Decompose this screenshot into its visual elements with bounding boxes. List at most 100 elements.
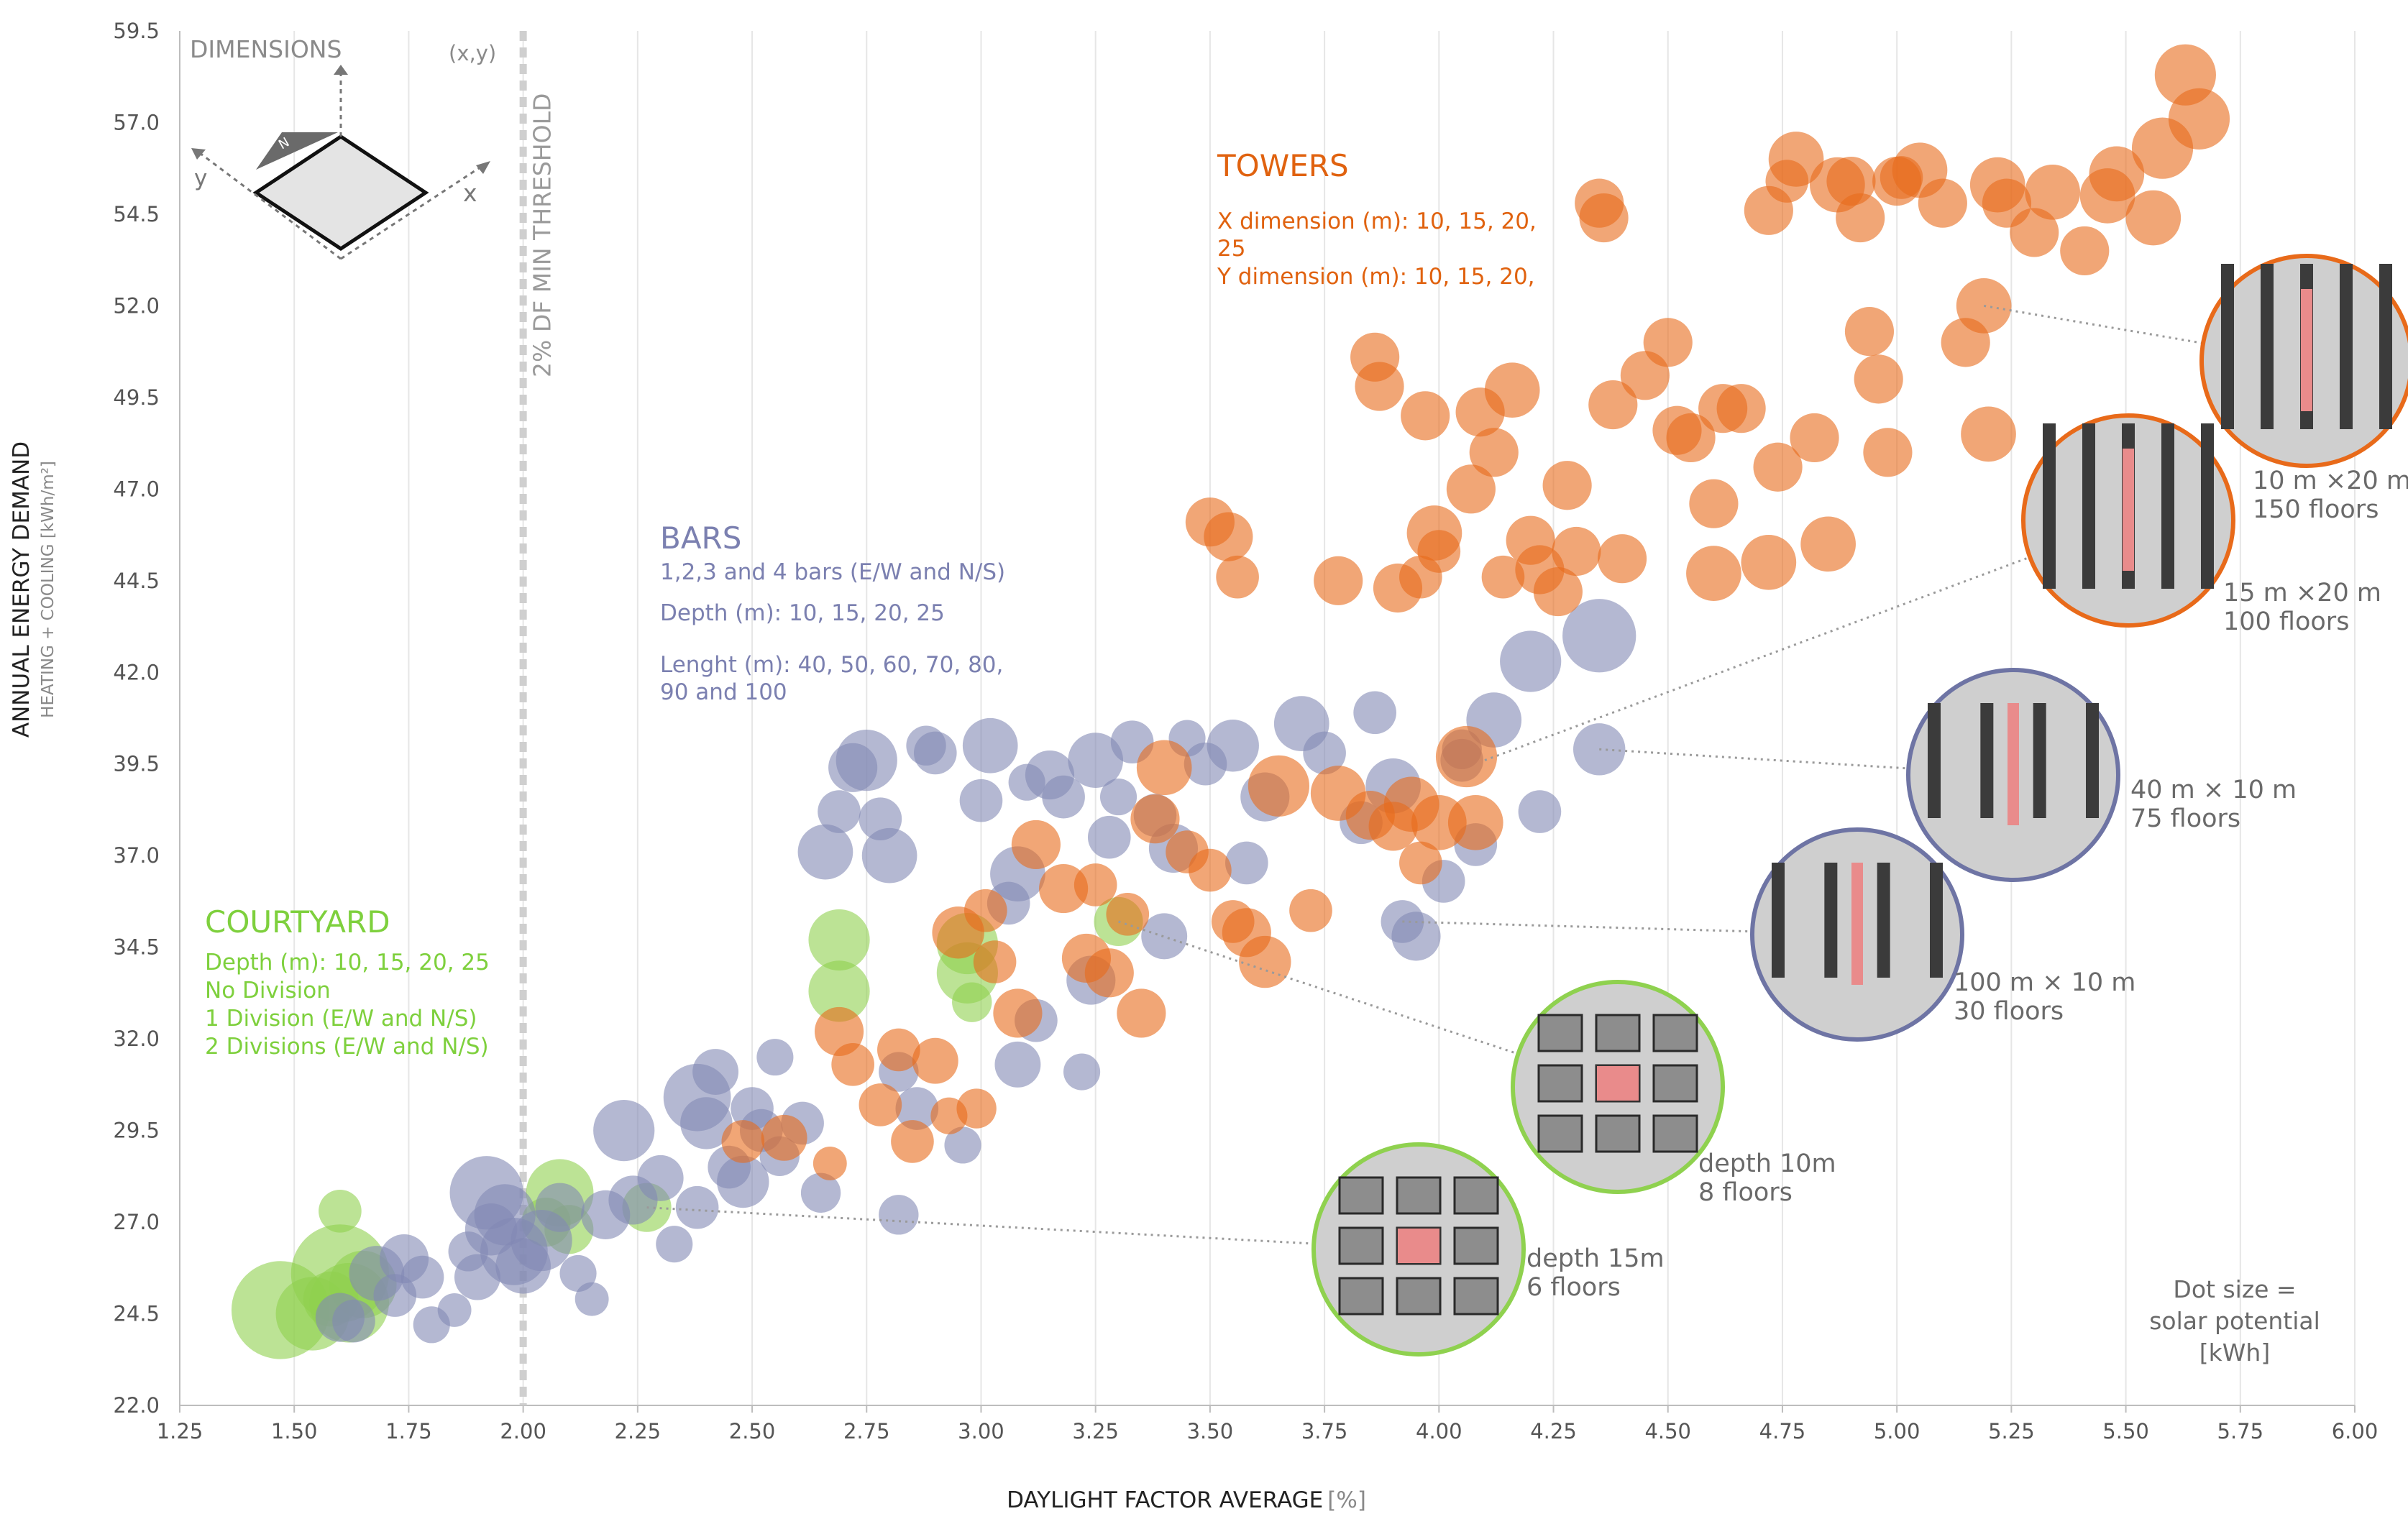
callout-floors-label: 75 floors <box>2130 804 2240 833</box>
point-bars <box>800 1172 841 1213</box>
point-towers <box>1768 132 1824 187</box>
point-towers <box>1552 526 1601 577</box>
massing-block <box>2379 264 2392 429</box>
point-towers <box>1289 889 1332 932</box>
point-towers <box>1689 479 1739 528</box>
data-points <box>231 44 2230 1359</box>
courtyard-block <box>1453 1226 1499 1265</box>
selected-block <box>2301 289 2312 411</box>
legend-towers-line: Y dimension (m): 10, 15, 20, <box>1217 264 1535 290</box>
point-towers <box>1918 178 1967 228</box>
callout-leader <box>1402 920 1858 936</box>
x-axis-title-text: DAYLIGHT FACTOR AVERAGE <box>1007 1487 1323 1513</box>
point-towers <box>831 1043 874 1086</box>
point-towers <box>1130 794 1180 844</box>
point-towers <box>1204 512 1253 561</box>
courtyard-block <box>1396 1176 1442 1215</box>
point-towers <box>1826 156 1876 206</box>
point-towers <box>2010 208 2059 257</box>
courtyard-block <box>1537 1114 1583 1153</box>
courtyard-block <box>1652 1114 1698 1153</box>
point-towers <box>1435 725 1498 788</box>
x-axis-ticks: 1.25 1.50 1.75 2.00 2.25 2.50 2.75 3.00 3.25 3.50… <box>157 1405 2378 1443</box>
callout-floors-label: 30 floors <box>1954 997 2064 1026</box>
point-towers <box>1136 740 1192 796</box>
y-tick-label: 47.0 <box>113 477 160 501</box>
point-towers <box>2089 146 2145 202</box>
point-bars <box>1063 1053 1101 1091</box>
legend-towers: TOWERS X dimension (m): 10, 15, 20, 25 Y… <box>1217 148 1537 290</box>
point-towers <box>1084 948 1134 998</box>
x-tick-label: 5.75 <box>2217 1419 2264 1443</box>
point-towers <box>2060 226 2110 276</box>
point-towers <box>1597 534 1647 584</box>
point-towers <box>2125 190 2182 246</box>
legend-courtyard-line: Depth (m): 10, 15, 20, 25 <box>205 950 490 976</box>
point-towers <box>761 1114 807 1161</box>
point-bars <box>1225 841 1268 885</box>
y-dim-line <box>196 150 342 260</box>
legend-bars-line: 1,2,3 and 4 bars (E/W and N/S) <box>660 559 1005 585</box>
selected-block <box>2008 703 2019 825</box>
point-towers <box>973 940 1017 983</box>
callout-leader <box>1599 748 2014 776</box>
y-tick-label: 24.5 <box>113 1302 160 1326</box>
y-tick-label: 27.0 <box>113 1210 160 1234</box>
courtyard-block <box>1338 1226 1384 1265</box>
point-towers <box>1484 362 1540 418</box>
point-bars <box>1303 731 1346 775</box>
point-bars <box>692 1049 739 1095</box>
selected-block <box>1596 1065 1640 1102</box>
point-towers <box>2025 165 2081 220</box>
point-towers <box>1469 428 1519 477</box>
callout-bars-100x10: 100 m × 10 m30 floors <box>1750 827 2135 1042</box>
point-towers <box>1579 193 1629 243</box>
x-tick-label: 1.25 <box>157 1419 203 1443</box>
point-bars <box>535 1183 585 1232</box>
point-towers <box>2168 88 2230 150</box>
point-bars <box>437 1293 472 1327</box>
x-tick-label: 3.50 <box>1187 1419 1234 1443</box>
y-axis-subtitle: HEATING + COOLING [kWh/m²] <box>39 461 58 718</box>
x-tick-label: 4.50 <box>1644 1419 1691 1443</box>
point-towers <box>1836 193 1885 243</box>
point-bars <box>797 824 853 880</box>
point-towers <box>1588 380 1638 430</box>
x-tick-label: 4.00 <box>1416 1419 1462 1443</box>
point-towers <box>1106 892 1150 936</box>
x-tick-label: 3.25 <box>1072 1419 1119 1443</box>
x-dim-arrow <box>476 161 490 174</box>
point-bars <box>574 1282 609 1316</box>
footprint-plan <box>252 134 429 251</box>
point-towers <box>1189 848 1232 892</box>
courtyard-block <box>1338 1176 1384 1215</box>
point-bars <box>895 1087 939 1130</box>
legend-courtyard-line: 1 Division (E/W and N/S) <box>205 1006 477 1032</box>
y-tick-label: 49.5 <box>113 385 160 410</box>
point-towers <box>1417 530 1461 573</box>
massing-block <box>1877 863 1890 978</box>
point-towers <box>956 1088 997 1129</box>
point-bars <box>756 1039 794 1076</box>
point-bars <box>637 1155 684 1201</box>
point-towers <box>1956 278 2012 334</box>
x-dim-line <box>340 164 484 260</box>
x-axis-unit: [%] <box>1327 1487 1366 1513</box>
y-dim-arrow <box>191 148 206 160</box>
selected-block <box>1851 863 1863 985</box>
x-tick-label: 1.50 <box>271 1419 318 1443</box>
callout-floors-label: 150 floors <box>2253 495 2379 524</box>
df-threshold-label: 2% DF MIN THRESHOLD <box>528 93 557 377</box>
point-towers <box>964 889 1007 932</box>
point-bars <box>1500 630 1562 692</box>
callout-floors-label: 100 floors <box>2223 607 2349 636</box>
legend-courtyard-line: 2 Divisions (E/W and N/S) <box>205 1034 489 1060</box>
point-bars <box>1068 733 1124 788</box>
courtyard-block <box>1396 1277 1442 1316</box>
massing-block <box>2261 264 2274 429</box>
point-towers <box>1686 546 1741 601</box>
legend-courtyard: COURTYARD Depth (m): 10, 15, 20, 25 No D… <box>205 904 490 1060</box>
legend-bars: BARS 1,2,3 and 4 bars (E/W and N/S) Dept… <box>660 520 1005 705</box>
